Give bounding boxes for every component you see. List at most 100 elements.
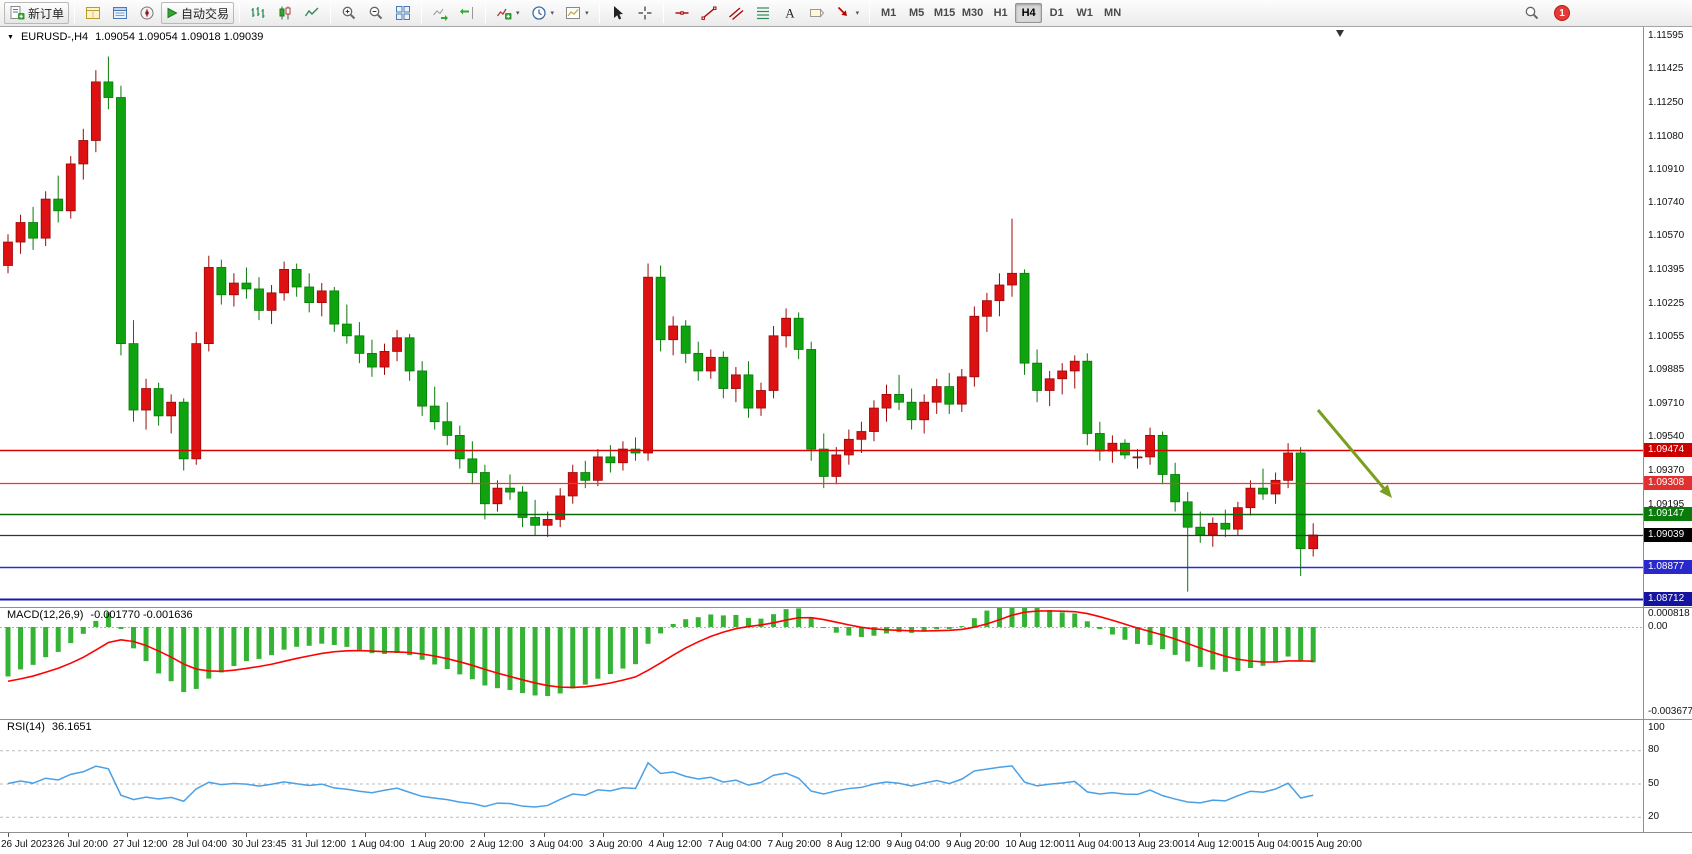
price-axis-label: 1.10055	[1648, 330, 1685, 342]
time-axis[interactable]: 26 Jul 2023 26 Jul 20:00 27 Jul 12:00 28 Ju…	[0, 832, 1692, 854]
label-tool-button[interactable]	[804, 2, 830, 24]
timeframe-h1-button[interactable]: H1	[987, 3, 1014, 23]
time-axis-label: 1 Aug 04:00	[351, 839, 405, 850]
time-axis-tick	[841, 833, 842, 837]
time-axis-tick	[781, 833, 783, 837]
line-chart-icon	[304, 7, 319, 17]
trend-arrow-annotation[interactable]	[1316, 409, 1385, 490]
channel-tool-button[interactable]	[723, 2, 749, 24]
price-tag-1.09474: 1.09474	[1644, 443, 1692, 458]
price-axis-label: 1.10395	[1648, 264, 1685, 276]
crosshair-icon	[638, 6, 652, 20]
toolbar-separator	[598, 3, 600, 23]
timeframe-m5-button[interactable]: M5	[903, 3, 930, 23]
time-axis-tick	[67, 833, 69, 837]
trend-arrow-head[interactable]	[1379, 484, 1392, 498]
time-axis-label: 10 Aug 12:00	[1005, 839, 1065, 850]
time-axis-label: 9 Aug 20:00	[946, 839, 1000, 850]
time-axis-label: 13 Aug 23:00	[1124, 839, 1184, 850]
main-chart-canvas[interactable]	[0, 27, 1643, 607]
time-axis-tick	[603, 833, 604, 837]
arrows-tool-button[interactable]: ▾	[831, 2, 865, 24]
horizontal-line-tool-button[interactable]	[669, 2, 695, 24]
time-axis-label: 26 Jul 20:00	[53, 839, 109, 850]
autotrading-button[interactable]: 自动交易	[161, 2, 235, 24]
chart-shift-marker[interactable]	[1336, 30, 1344, 37]
price-axis-label: 1.10225	[1648, 297, 1685, 309]
chevron-down-icon: ▾	[855, 10, 860, 17]
rsi-title: RSI(14)	[7, 721, 45, 733]
timeframe-h4-button[interactable]: H4	[1015, 3, 1043, 23]
time-axis-tick	[305, 833, 307, 837]
macd-title: MACD(12,26,9)	[7, 609, 84, 621]
timeframe-m1-button[interactable]: M1	[875, 3, 902, 23]
indicators-button[interactable]: ▾	[491, 2, 525, 24]
one-click-trading-toggle[interactable]: ▼	[7, 33, 14, 41]
macd-canvas[interactable]	[0, 607, 1643, 719]
macd-axis-label: 0.00	[1648, 621, 1668, 632]
time-axis-label: 31 Jul 12:00	[291, 839, 347, 850]
time-axis-label: 2 Aug 12:00	[470, 839, 524, 850]
toolbar-separator	[239, 3, 241, 23]
line-chart-mode-button[interactable]	[299, 2, 325, 24]
navigator-button[interactable]	[134, 2, 160, 24]
time-axis-tick	[1198, 833, 1199, 837]
time-axis-label: 9 Aug 04:00	[886, 839, 940, 850]
chart-ohlc-values: 1.09054 1.09054 1.09018 1.09039	[95, 31, 264, 43]
periods-button[interactable]: ▾	[526, 2, 560, 24]
data-window-button[interactable]	[107, 2, 133, 24]
time-axis-tick	[1317, 833, 1318, 837]
market-watch-button[interactable]	[80, 2, 106, 24]
bar-chart-mode-button[interactable]	[245, 2, 271, 24]
rsi-indicator-label: RSI(14) 36.1651	[7, 721, 92, 733]
rsi-canvas[interactable]	[0, 719, 1643, 832]
zoom-out-button[interactable]	[363, 2, 389, 24]
chart-title-overlay: ▼ EURUSD-,H4 1.09054 1.09054 1.09018 1.0…	[7, 31, 263, 43]
svg-text:A: A	[785, 6, 795, 21]
zoom-in-button[interactable]	[336, 2, 362, 24]
trendline-icon	[701, 6, 717, 20]
time-axis-tick	[722, 833, 723, 837]
rsi-value: 36.1651	[51, 721, 92, 733]
notification-badge[interactable]: 1	[1554, 5, 1570, 21]
timeframe-mn-button[interactable]: MN	[1099, 3, 1126, 23]
auto-scroll-button[interactable]	[427, 2, 453, 24]
timeframe-toolbar: M1 M5 M15 M30 H1 H4 D1 W1 MN	[875, 3, 1126, 23]
toolbar-separator	[662, 3, 664, 23]
tile-windows-button[interactable]	[390, 2, 416, 24]
indicators-icon	[497, 8, 512, 20]
new-order-label: 新订单	[28, 6, 65, 21]
timeframe-m15-button[interactable]: M15	[931, 3, 958, 23]
cursor-tool-button[interactable]	[605, 2, 631, 24]
candlestick-mode-button[interactable]	[272, 2, 298, 24]
time-axis-tick	[1079, 833, 1080, 837]
timeframe-w1-button[interactable]: W1	[1071, 3, 1098, 23]
timeframe-d1-button[interactable]: D1	[1043, 3, 1070, 23]
crosshair-tool-button[interactable]	[632, 2, 658, 24]
macd-histogram	[5, 608, 1316, 697]
new-order-button[interactable]: 新订单	[4, 2, 70, 24]
search-button[interactable]	[1519, 2, 1545, 24]
macd-signal-line	[7, 610, 1314, 689]
navigator-compass-icon	[140, 6, 154, 20]
rsi-axis-label: 50	[1648, 777, 1660, 789]
clock-icon	[531, 6, 546, 20]
rsi-panel-divider[interactable]	[0, 719, 1692, 720]
text-tool-button[interactable]: A	[777, 2, 803, 24]
price-axis-label: 1.09195	[1648, 498, 1685, 510]
time-axis-tick	[1019, 833, 1021, 837]
time-axis-tick	[1138, 833, 1140, 837]
price-axis-label: 1.09710	[1648, 398, 1685, 410]
price-axis-label: 1.11595	[1648, 30, 1684, 41]
fibonacci-tool-button[interactable]	[750, 2, 776, 24]
time-axis-tick	[127, 833, 128, 837]
chevron-down-icon: ▾	[550, 10, 555, 17]
timeframe-m30-button[interactable]: M30	[959, 3, 986, 23]
macd-panel-divider[interactable]	[0, 607, 1692, 608]
price-axis[interactable]: 1.11595 1.11425 1.11250 1.11080 1.10910 1.107…	[1643, 27, 1692, 832]
time-axis-tick	[1257, 833, 1259, 837]
trendline-tool-button[interactable]	[696, 2, 722, 24]
templates-button[interactable]: ▾	[560, 2, 594, 24]
chart-shift-button[interactable]	[454, 2, 480, 24]
